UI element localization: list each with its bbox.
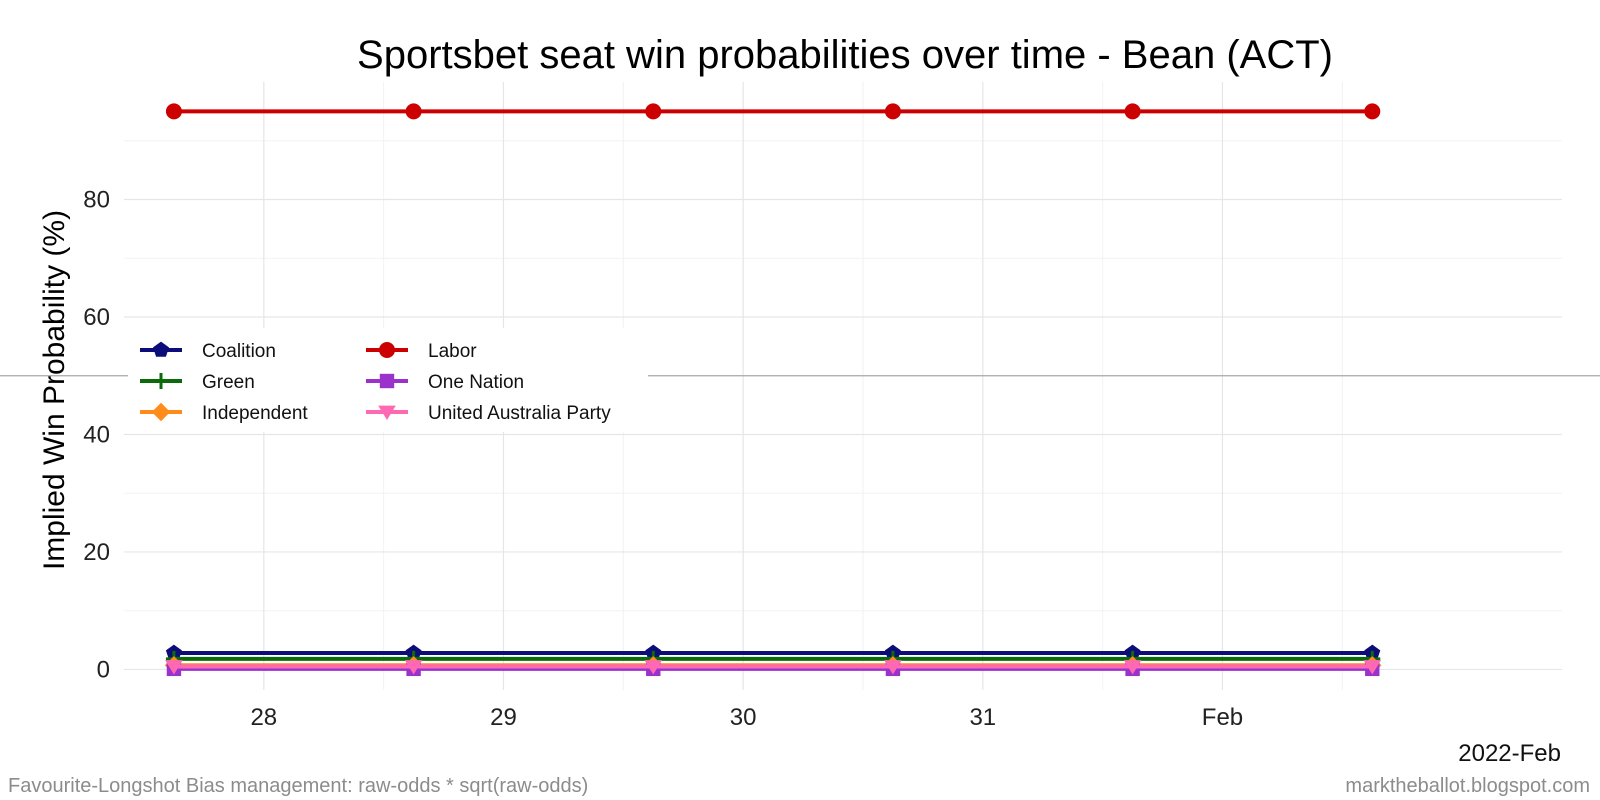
legend-item-green: Green <box>140 372 255 393</box>
point-united-australia-party <box>165 660 183 675</box>
tick-labels: 0 20 40 60 80 28 29 30 31 Feb <box>83 186 1243 731</box>
x-tick-label: Feb <box>1202 704 1243 731</box>
series-layer <box>164 103 1382 677</box>
y-axis-label: Implied Win Probability (%) <box>38 210 71 570</box>
legend-marker <box>378 405 396 420</box>
legend: Coalition Labor Green One Nation Independent… <box>128 328 648 432</box>
point-labor <box>1124 103 1141 120</box>
legend-marker <box>153 373 169 389</box>
y-tick-label: 0 <box>97 656 110 683</box>
legend-marker <box>379 342 395 358</box>
y-tick-label: 60 <box>83 304 110 331</box>
legend-label: Green <box>202 372 255 393</box>
legend-marker <box>153 341 169 357</box>
point-labor <box>884 103 901 120</box>
series-united-australia-party <box>165 660 1382 675</box>
x-tick-label: 31 <box>969 704 996 731</box>
point-united-australia-party <box>884 660 902 675</box>
x-tick-label: 29 <box>490 704 517 731</box>
legend-marker <box>151 402 171 422</box>
footer-caption-left: Favourite-Longshot Bias management: raw-… <box>8 775 588 797</box>
y-tick-label: 20 <box>83 539 110 566</box>
point-united-australia-party <box>404 660 423 675</box>
y-tick-label: 40 <box>83 421 110 448</box>
legend-label: Labor <box>428 341 477 362</box>
x-tick-label: 30 <box>730 704 757 731</box>
legend-label: One Nation <box>428 372 524 393</box>
x-axis-year-label: 2022-Feb <box>1458 740 1561 767</box>
legend-item-independent: Independent <box>140 402 308 424</box>
legend-label: Coalition <box>202 341 276 362</box>
legend-item-coalition: Coalition <box>140 341 276 362</box>
point-united-australia-party <box>1123 660 1142 675</box>
point-labor <box>165 103 182 120</box>
legend-item-united-australia-party: United Australia Party <box>366 403 611 424</box>
legend-item-labor: Labor <box>366 341 477 362</box>
point-united-australia-party <box>1363 660 1382 675</box>
chart-title: Sportsbet seat win probabilities over ti… <box>357 33 1333 77</box>
point-labor <box>1364 103 1381 120</box>
series-labor <box>165 103 1381 120</box>
legend-marker <box>379 373 395 389</box>
legend-label: United Australia Party <box>428 403 611 424</box>
point-labor <box>405 103 422 120</box>
x-tick-label: 28 <box>250 704 277 731</box>
legend-label: Independent <box>202 403 308 424</box>
legend-item-one-nation: One Nation <box>366 372 524 393</box>
footer-caption-right: marktheballot.blogspot.com <box>1345 775 1590 797</box>
y-tick-label: 80 <box>83 186 110 213</box>
point-labor <box>645 103 662 120</box>
point-united-australia-party <box>644 660 663 675</box>
